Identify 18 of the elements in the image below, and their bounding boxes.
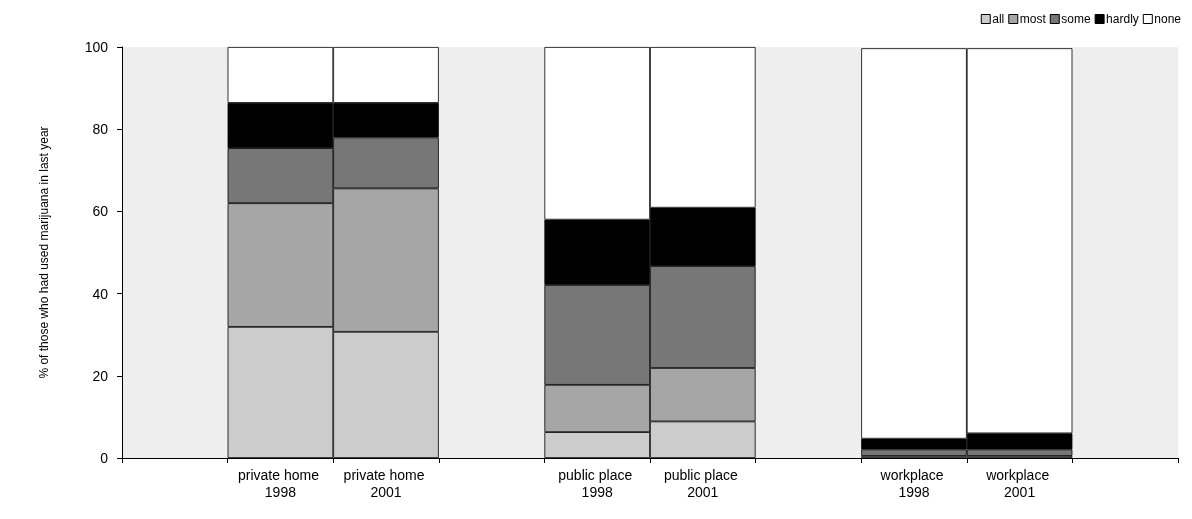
y-tick-label: 100	[84, 39, 109, 55]
legend-label: none	[1154, 12, 1182, 26]
y-tick-label: 20	[92, 367, 109, 384]
y-tick-label: 40	[92, 285, 109, 302]
x-tick-label: workplace 2001	[985, 466, 1054, 500]
y-tick-label: 0	[100, 450, 109, 466]
legend-label: all	[992, 12, 1005, 26]
y-tick-label: 80	[92, 121, 109, 138]
legend-label: hardly	[1106, 12, 1139, 26]
legend-label: some	[1061, 12, 1091, 26]
x-tick-label: private home 1998	[237, 466, 323, 500]
x-tick-label: private home 2001	[343, 466, 429, 500]
x-tick-label: public place 2001	[663, 466, 742, 500]
legend-label: most	[1019, 12, 1047, 26]
x-tick-label: public place 1998	[558, 466, 637, 500]
y-tick-label: 60	[92, 203, 109, 220]
y-axis-title: % of those who had used marijuana in last year	[37, 126, 51, 379]
x-tick-label: workplace 1998	[879, 466, 948, 500]
